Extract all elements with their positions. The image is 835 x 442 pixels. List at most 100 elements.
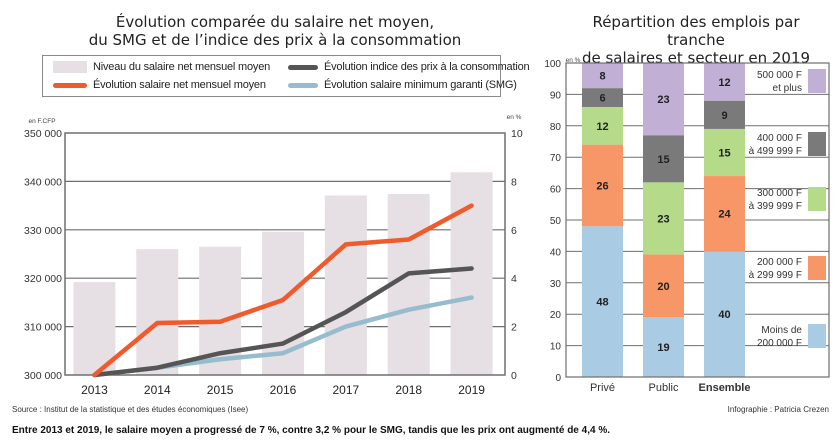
- segment-value-label: 12: [718, 77, 730, 89]
- category-label: Public: [649, 382, 679, 394]
- stacked-segment: [582, 63, 623, 89]
- plot-frame: [565, 62, 830, 378]
- left-chart-title-line1: Évolution comparée du salaire net moyen,: [115, 13, 435, 31]
- series-line-0: [92, 203, 474, 378]
- legend-swatch: [808, 324, 826, 348]
- right-axis-tick-label: 10: [511, 128, 523, 140]
- left-chart-labels: 300 000 310 000 320 000 330 000 340 000 350 0…: [24, 114, 523, 397]
- legend-label: Niveau du salaire net mensuel moyen: [93, 61, 271, 73]
- y-axis-tick-label: 0: [555, 373, 561, 384]
- x-axis-label: 2014: [144, 383, 171, 397]
- right-axis-unit: en %: [507, 114, 522, 121]
- plot-frame: [64, 132, 506, 376]
- legend-label-line1: 500 000 F: [757, 70, 802, 81]
- left-combo-chart: 300 000 310 000 320 000 330 000 340 000 350 0…: [24, 114, 523, 397]
- y-axis-tick-label: 100: [544, 59, 561, 70]
- legend-item-cpi: Évolution indice des prix à la consommat…: [288, 61, 530, 73]
- salary-level-bar: [73, 282, 116, 375]
- legend-item-salary-evolution: Évolution salaire net mensuel moyen: [53, 79, 266, 91]
- stacked-segment: [704, 251, 745, 377]
- x-axis-label: 2015: [207, 383, 234, 397]
- legend-swatch-smg: [288, 82, 318, 88]
- right-stacked-chart: 0 10 20 30 40 50 60 70 80 90 100 en % 48 26 12 6 8 Privé 1…: [544, 57, 830, 394]
- category-label: Ensemble: [699, 382, 751, 394]
- stacked-segment: [704, 128, 745, 177]
- stacked-segment: [582, 106, 623, 145]
- series-line-1: [92, 266, 474, 378]
- segment-value-label: 23: [657, 94, 669, 106]
- segment-value-label: 20: [657, 281, 669, 293]
- salary-level-bar: [324, 195, 367, 375]
- right-chart-title-line1: Répartition des emplois par tranche: [592, 13, 800, 49]
- x-axis-label: 2017: [333, 383, 360, 397]
- category-label: Privé: [590, 382, 615, 394]
- stacked-segment: [704, 176, 745, 252]
- segment-value-label: 24: [718, 209, 731, 221]
- right-axis-tick-label: 2: [511, 322, 517, 334]
- left-axis-tick-label: 320 000: [24, 273, 62, 285]
- segment-value-label: 40: [718, 309, 730, 321]
- segment-value-label: 48: [596, 297, 608, 309]
- legend-label-line2: et plus: [773, 83, 802, 94]
- stacked-segment: [704, 63, 745, 101]
- right-axis-tick-label: 8: [511, 176, 517, 188]
- left-axis-unit: en F.CFP: [28, 118, 55, 125]
- right-chart-legend: 500 000 F et plus 400 000 F à 499 999 F 300 …: [749, 69, 826, 349]
- legend-label-line2: 200 000 F: [757, 338, 802, 349]
- stacked-segment: [582, 144, 623, 227]
- right-axis-tick-label: 4: [511, 273, 517, 285]
- segment-value-label: 15: [718, 147, 730, 159]
- right-axis-tick-label: 6: [511, 225, 517, 237]
- x-axis-label: 2016: [270, 383, 297, 397]
- y-axis-tick-label: 80: [550, 122, 562, 133]
- stacked-segment: [582, 88, 623, 107]
- segment-value-label: 26: [596, 180, 608, 192]
- y-axis-unit: en %: [566, 57, 581, 64]
- legend-swatch-cpi: [288, 64, 318, 70]
- segment-value-label: 6: [599, 93, 605, 105]
- x-axis-label: 2018: [395, 383, 422, 397]
- stacked-segment: [643, 317, 684, 377]
- legend-swatch: [808, 69, 826, 93]
- y-axis-tick-label: 20: [550, 310, 562, 321]
- segment-value-label: 8: [599, 71, 605, 83]
- stacked-segment: [643, 63, 684, 136]
- y-axis-tick-label: 30: [550, 279, 562, 290]
- legend-swatch: [808, 187, 826, 211]
- legend-swatch: [808, 256, 826, 280]
- left-axis-tick-label: 330 000: [24, 225, 62, 237]
- left-chart-lines: [92, 203, 474, 378]
- segment-value-label: 9: [721, 110, 727, 122]
- legend-swatch: [808, 132, 826, 156]
- left-axis-tick-label: 340 000: [24, 176, 62, 188]
- infographic-credit: Infographie : Patricia Crezen: [727, 405, 829, 414]
- legend-label-line2: à 399 999 F: [749, 201, 802, 212]
- left-chart-title-line2: du SMG et de l’indice des prix à la cons…: [88, 31, 462, 49]
- y-axis-tick-label: 10: [550, 342, 562, 353]
- legend-label-line1: Moins de: [761, 325, 802, 336]
- x-axis-label: 2013: [81, 383, 108, 397]
- legend-label-line1: 300 000 F: [757, 188, 802, 199]
- y-axis-tick-label: 50: [550, 216, 562, 227]
- y-axis-tick-label: 90: [550, 90, 562, 101]
- legend-swatch-salary-evolution: [53, 82, 87, 88]
- legend-label: Évolution salaire minimum garanti (SMG): [324, 79, 517, 91]
- legend-label-line1: 200 000 F: [757, 257, 802, 268]
- right-chart-labels: 0 10 20 30 40 50 60 70 80 90 100 en % 48 26 12 6 8 Privé 1…: [544, 57, 750, 394]
- y-axis-tick-label: 40: [550, 247, 562, 258]
- left-chart-axes: [64, 132, 506, 376]
- stacked-segment: [643, 135, 684, 183]
- left-axis-tick-label: 300 000: [24, 370, 62, 382]
- stacked-segment: [582, 226, 623, 377]
- y-axis-tick-label: 60: [550, 185, 562, 196]
- y-axis-tick-label: 70: [550, 153, 562, 164]
- left-chart-legend: Niveau du salaire net mensuel moyen Évol…: [42, 55, 530, 97]
- legend-label: Évolution indice des prix à la consommat…: [324, 61, 530, 73]
- segment-value-label: 15: [657, 154, 669, 166]
- stacked-segment: [643, 254, 684, 318]
- left-chart-title: Évolution comparée du salaire net moyen,…: [60, 13, 490, 49]
- segment-value-label: 23: [657, 213, 669, 225]
- right-chart-bars: [582, 63, 745, 377]
- stacked-segment: [643, 182, 684, 255]
- legend-label: Évolution salaire net mensuel moyen: [93, 79, 266, 91]
